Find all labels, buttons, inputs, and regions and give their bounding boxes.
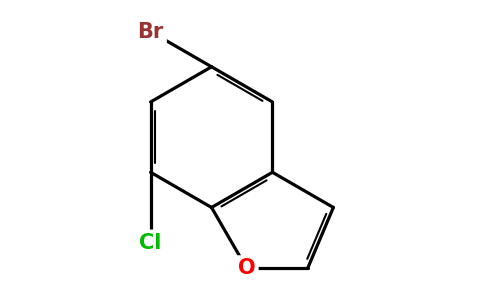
Text: O: O: [238, 258, 256, 278]
Text: Br: Br: [137, 22, 164, 42]
Text: Cl: Cl: [139, 232, 162, 253]
